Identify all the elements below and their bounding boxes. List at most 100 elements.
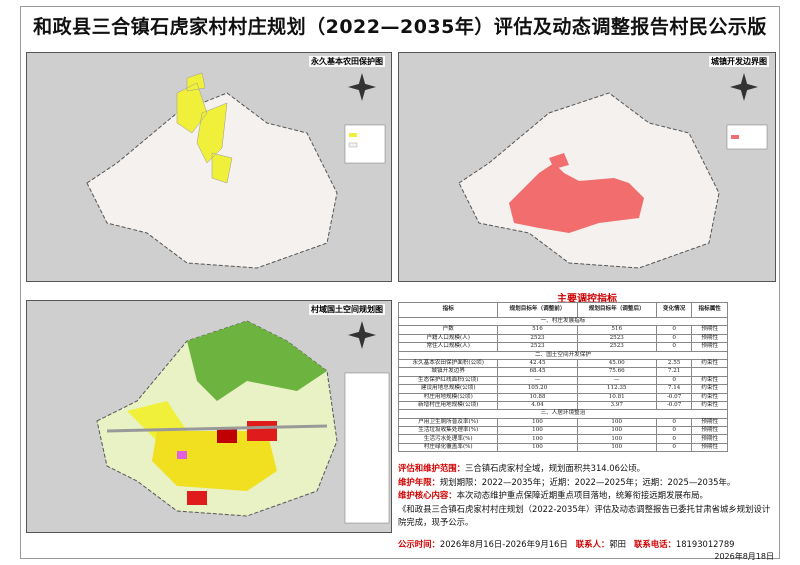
- cell: [691, 367, 728, 377]
- cell: —: [497, 375, 578, 386]
- cell: 预期性: [691, 442, 728, 453]
- cell: 0: [655, 426, 693, 436]
- cell: 100: [497, 434, 578, 444]
- cell: 100: [497, 417, 578, 428]
- cell: 105.20: [497, 384, 578, 394]
- cell: 0: [655, 342, 693, 352]
- cell: 0: [655, 375, 693, 386]
- cell: 预期性: [691, 417, 728, 428]
- text: 2026年8月16日-2026年9月16日: [439, 539, 568, 549]
- label: 联系电话：: [634, 539, 676, 549]
- label: 维护核心内容：: [398, 490, 457, 500]
- table-row: 户籍人口规模(人) 2523 2523 0 预期性: [397, 333, 728, 344]
- column-header: 规划目标年（调整后）: [576, 302, 657, 318]
- column-header: 变化情况: [655, 302, 693, 318]
- cell: 常住人口规模(人): [397, 342, 499, 352]
- cell: 0: [655, 434, 693, 444]
- cell: 7.21: [655, 367, 693, 377]
- note-line: 维护年限：规划期限：2022—2035年；近期：2022—2025年；远期：20…: [398, 476, 776, 490]
- indicator-table: 指标 规划目标年（调整前） 规划目标年（调整后） 变化情况 指标属性 一、村庄发展指标 户数…: [397, 302, 728, 453]
- cell: 100: [576, 426, 657, 436]
- cell: 3.97: [576, 400, 657, 411]
- cell: 生活垃圾收集处理率(%): [397, 426, 499, 436]
- cell: 0: [655, 442, 693, 453]
- cell: 100: [576, 442, 657, 453]
- cell: —: [576, 375, 657, 386]
- map-panel: 村域国土空间规划图: [26, 300, 392, 533]
- cell: 75.66: [576, 367, 657, 377]
- table-row: 新增村庄用地规模(公顷) 4.04 3.97 -0.07 约束性: [397, 400, 728, 411]
- section-row: 二、国土空间开发保护: [398, 350, 728, 360]
- section-title: 二、国土空间开发保护: [398, 350, 728, 360]
- map-graphic: [96, 320, 390, 524]
- table-row: 生活污水处理率(%) 100 100 0 预期性: [397, 434, 728, 444]
- cell: 42.45: [497, 358, 578, 369]
- section-row: 一、村庄发展指标: [398, 316, 728, 327]
- header-row: 指标 规划目标年（调整前） 规划目标年（调整后） 变化情况 指标属性: [397, 302, 728, 318]
- label: 评估和维护范围：: [398, 463, 465, 473]
- publicity-line: 公示时间：2026年8月16日-2026年9月16日 联系人：郭田 联系电话：1…: [398, 538, 776, 550]
- cell: 户用卫生厕所普及率(%): [397, 417, 499, 428]
- cell: 516: [497, 325, 578, 335]
- cell: 预期性: [691, 333, 728, 344]
- cell: 约束性: [691, 400, 728, 411]
- column-header: 指标: [397, 302, 499, 318]
- cell: 约束性: [691, 384, 728, 394]
- cell: 永久基本农田保护面积(公顷): [397, 358, 499, 369]
- cell: 约束性: [691, 392, 728, 402]
- text: 三合镇石虎家村全域，规划面积共314.06公顷。: [465, 463, 646, 473]
- map-title: 永久基本农田保护图: [309, 56, 385, 67]
- table-row: 城镇开发边界 68.45 75.66 7.21: [397, 367, 728, 377]
- cell: 村庄绿化覆盖率(%): [397, 442, 499, 453]
- text: 《和政县三合镇石虎家村村庄规划（2022-2035年）评估及动态调整报告已委托甘…: [398, 503, 771, 528]
- cell: 0: [655, 325, 693, 335]
- cell: 村庄用地规模(公顷): [397, 392, 499, 402]
- cell: 约束性: [691, 358, 728, 369]
- map-title: 城镇开发边界图: [709, 56, 769, 67]
- cell: 10.88: [497, 392, 578, 402]
- cell: 68.45: [497, 367, 578, 377]
- cell: 516: [576, 325, 657, 335]
- note-line: 《和政县三合镇石虎家村村庄规划（2022-2035年）评估及动态调整报告已委托甘…: [398, 503, 776, 530]
- table-row: 建设用地总规模(公顷) 105.20 112.35 7.14 约束性: [397, 384, 728, 394]
- note-line: 评估和维护范围：三合镇石虎家村全域，规划面积共314.06公顷。: [398, 462, 776, 476]
- cell: 2523: [497, 333, 578, 344]
- text: 郭田: [609, 539, 626, 549]
- table-row: 村庄绿化覆盖率(%) 100 100 0 预期性: [397, 442, 728, 453]
- section-title: 一、村庄发展指标: [398, 316, 728, 327]
- cell: 约束性: [691, 375, 728, 386]
- cell: 100: [497, 442, 578, 453]
- column-header: 指标属性: [691, 302, 728, 318]
- column-header: 规划目标年（调整前）: [497, 302, 578, 318]
- table-row: 户用卫生厕所普及率(%) 100 100 0 预期性: [397, 417, 728, 428]
- cell: 7.14: [655, 384, 693, 394]
- notes: 评估和维护范围：三合镇石虎家村全域，规划面积共314.06公顷。 维护年限：规划期…: [398, 462, 776, 530]
- text: 本次动态维护重点保障近期重点项目落地，统筹衔接远期发展布局。: [456, 490, 708, 500]
- cell: 预期性: [691, 342, 728, 352]
- cell: 预期性: [691, 426, 728, 436]
- cell: 生态保护红线面积(公顷): [397, 375, 499, 386]
- table-row: 生态保护红线面积(公顷) — —0 约束性: [397, 375, 728, 386]
- frame: [20, 6, 780, 559]
- section-row: 三、人居环境整治: [398, 409, 728, 419]
- note-line: 维护核心内容：本次动态维护重点保障近期重点项目落地，统筹衔接远期发展布局。: [398, 489, 776, 503]
- cell: 户数: [397, 325, 499, 335]
- cell: 城镇开发边界: [397, 367, 499, 377]
- table-row: 常住人口规模(人) 2523 2523 0 预期性: [397, 342, 728, 352]
- cell: 户籍人口规模(人): [397, 333, 499, 344]
- table-row: 永久基本农田保护面积(公顷) 42.45 45.00 2.55 约束性: [397, 358, 728, 369]
- label: 联系人：: [575, 539, 610, 549]
- text: 18193012789: [675, 539, 735, 549]
- cell: 生活污水处理率(%): [397, 434, 499, 444]
- map-graphic: [86, 72, 386, 269]
- cell: 45.00: [576, 358, 657, 369]
- cell: 100: [576, 417, 657, 428]
- table-row: 生活垃圾收集处理率(%) 100 100 0 预期性: [397, 426, 728, 436]
- cell: 0: [655, 417, 693, 428]
- section-title: 三、人居环境整治: [398, 409, 728, 419]
- cell: 建设用地总规模(公顷): [397, 384, 499, 394]
- cell: 2.55: [655, 358, 693, 369]
- map-panel: 永久基本农田保护图: [26, 52, 392, 282]
- cell: 0: [655, 333, 693, 344]
